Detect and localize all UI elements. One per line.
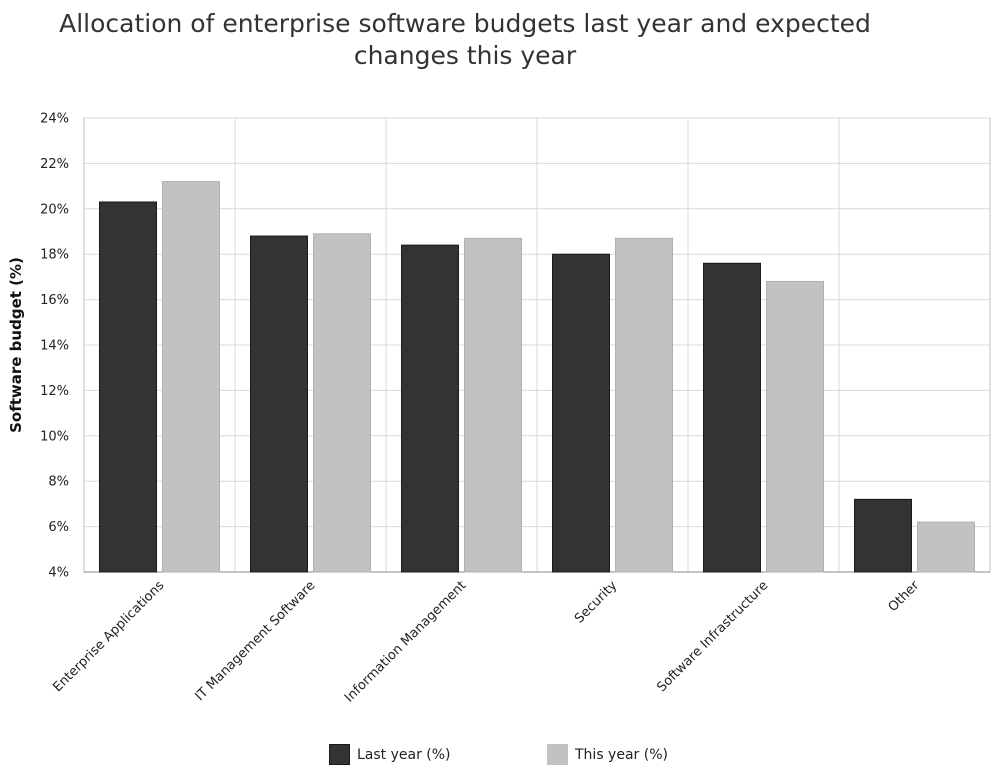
y-tick-label: 24% (40, 112, 69, 127)
bar-this-year[interactable] (917, 521, 975, 573)
y-tick-label: 6% (48, 520, 69, 535)
bar-last-year[interactable] (552, 253, 610, 573)
bar-last-year[interactable] (99, 201, 157, 573)
bar-this-year[interactable] (313, 233, 371, 573)
bar-this-year[interactable] (615, 237, 673, 573)
chart-title-line-1: Allocation of enterprise software budget… (59, 9, 871, 38)
x-tick-label: Other (886, 578, 923, 615)
x-tick-label: Software Infrastructure (654, 578, 771, 695)
bar-last-year[interactable] (401, 244, 459, 573)
legend-label-this-year: This year (%) (575, 746, 668, 763)
bar-last-year[interactable] (854, 498, 912, 573)
y-tick-label: 22% (40, 157, 69, 172)
y-tick-label: 20% (40, 202, 69, 217)
gridlines (83, 117, 991, 573)
x-tick-label: IT Management Software (192, 578, 318, 704)
x-axis-ticks: Enterprise Applications IT Management Sof… (50, 578, 922, 706)
y-tick-label: 4% (48, 566, 69, 581)
legend: Last year (%) This year (%) (0, 744, 1000, 772)
y-tick-label: 12% (40, 384, 69, 399)
x-tick-label: Information Management (342, 578, 469, 705)
bar-last-year[interactable] (703, 262, 761, 573)
legend-label-last-year: Last year (%) (357, 746, 451, 763)
x-tick-label: Security (572, 578, 621, 627)
legend-item-last-year[interactable]: Last year (%) (329, 744, 451, 765)
chart-title: Allocation of enterprise software budget… (0, 8, 930, 72)
y-tick-label: 16% (40, 293, 69, 308)
x-tick-label: Enterprise Applications (50, 578, 167, 695)
y-tick-label: 18% (40, 248, 69, 263)
y-tick-label: 14% (40, 339, 69, 354)
y-tick-label: 10% (40, 429, 69, 444)
y-tick-label: 8% (48, 475, 69, 490)
bar-this-year[interactable] (464, 237, 522, 573)
bar-this-year[interactable] (766, 280, 824, 573)
bar-this-year[interactable] (162, 181, 220, 573)
legend-swatch-this-year (547, 744, 568, 765)
chart-title-line-2: changes this year (353, 41, 577, 70)
bars (99, 181, 975, 573)
legend-swatch-last-year (329, 744, 350, 765)
bar-last-year[interactable] (250, 235, 308, 573)
y-axis-label: Software budget (%) (7, 257, 25, 433)
legend-item-this-year[interactable]: This year (%) (547, 744, 668, 765)
y-axis-ticks: 4% 6% 8% 10% 12% 14% 16% 18% 20% 22% 24% (40, 112, 69, 581)
